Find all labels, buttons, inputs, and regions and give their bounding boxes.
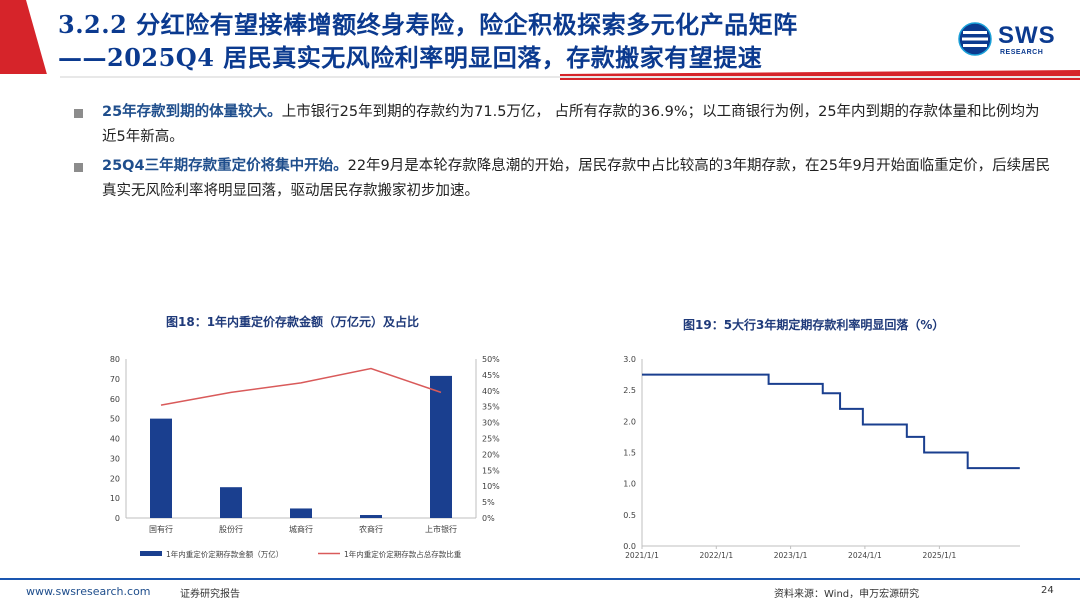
y-tick-label: 70 [110,375,120,384]
bar [150,418,172,518]
bar [290,508,312,518]
bullet-square-icon [74,163,83,172]
sws-logo: SWS RESEARCH [958,18,1058,62]
y-tick-label: 3.0 [623,355,636,364]
legend-bar-swatch [140,551,162,556]
y-tick-label: 10 [110,494,120,503]
x-tick-label: 2022/1/1 [699,551,733,560]
y-tick-label: 0 [115,514,120,523]
step-line-series [642,373,1020,470]
y-right-tick-label: 5% [482,498,495,507]
y-right-tick-label: 35% [482,403,500,412]
x-tick-label: 2021/1/1 [625,551,659,560]
y-tick-label: 20 [110,474,120,483]
y-right-tick-label: 25% [482,435,500,444]
y-right-tick-label: 30% [482,419,500,428]
y-tick-label: 0.5 [623,511,636,520]
page-title: 3.2.2 分红险有望接棒增额终身寿险，险企积极探索多元化产品矩阵 [58,10,798,39]
sws-logo-mark-icon [958,22,992,56]
x-tick-label: 国有行 [149,524,173,534]
x-tick-label: 城商行 [289,524,313,534]
page-number: 24 [1041,585,1054,596]
bullet-square-icon [74,109,83,118]
logo-text: SWS [998,22,1056,49]
x-tick-label: 股份行 [219,524,243,534]
x-tick-label: 2023/1/1 [774,551,808,560]
footer-report-label: 证券研究报告 [180,589,240,600]
y-right-tick-label: 0% [482,514,495,523]
x-tick-label: 2025/1/1 [923,551,957,560]
chart-18: 0 10 20 30 40 50 60 70 80 0% 5% 10% 15% 20% 25% 30% 35% 4… [110,355,500,559]
y-right-tick-label: 45% [482,371,500,380]
y-right-tick-label: 15% [482,466,500,475]
line-series [160,367,442,406]
y-tick-label: 1.0 [623,480,636,489]
legend-line-label: 1年内重定价定期存款占总存款比重 [344,549,462,559]
y-right-tick-label: 20% [482,450,500,459]
bullet-text: 22年9月是本轮存款降息潮的开始，居民存款中占比较高的3年期存款，在25年9月开… [102,158,1051,199]
footer-divider [0,578,1080,580]
y-tick-label: 60 [110,395,120,404]
y-tick-label: 2.0 [623,417,636,426]
x-tick-label: 上市银行 [425,524,457,534]
page-subtitle: ——2025Q4 居民真实无风险利率明显回落，存款搬家有望提速 [58,43,763,72]
bar [220,487,242,518]
y-right-tick-label: 50% [482,355,500,364]
bullet-text: 上市银行25年到期的存款约为71.5万亿， 占所有存款的36.9%；以工商银行为… [102,104,1040,145]
legend-bar-label: 1年内重定价定期存款金额（万亿） [166,549,283,559]
bar [360,515,382,518]
y-tick-label: 80 [110,355,120,364]
y-tick-label: 0.0 [623,542,636,551]
header-background [0,0,1080,80]
x-tick-label: 2024/1/1 [848,551,882,560]
chart-18-title: 图18：1年内重定价存款金额（万亿元）及占比 [166,315,420,329]
bullet-item: 25年存款到期的体量较大。上市银行25年到期的存款约为71.5万亿， 占所有存款… [74,100,1054,150]
chart-19-title: 图19：5大行3年期定期存款利率明显回落（%） [683,318,945,332]
bullet-list: 25年存款到期的体量较大。上市银行25年到期的存款约为71.5万亿， 占所有存款… [74,100,1054,208]
bullet-lead: 25年存款到期的体量较大。 [102,104,282,120]
bullet-item: 25Q4三年期存款重定价将集中开始。22年9月是本轮存款降息潮的开始，居民存款中… [74,154,1054,204]
y-right-tick-label: 10% [482,482,500,491]
bullet-lead: 25Q4三年期存款重定价将集中开始。 [102,158,348,174]
y-tick-label: 50 [110,415,120,424]
x-tick-label: 农商行 [359,524,383,534]
y-tick-label: 40 [110,435,120,444]
footer-source: 资料来源：Wind，申万宏源研究 [774,589,920,600]
y-tick-label: 1.5 [623,449,636,458]
bar [430,375,452,518]
y-tick-label: 2.5 [623,386,636,395]
chart-19: 0.0 0.5 1.0 1.5 2.0 2.5 3.0 2021/1/1 2022/1/1 202… [623,355,1020,560]
footer-url-link[interactable]: www.swsresearch.com [26,585,151,598]
y-tick-label: 30 [110,454,120,463]
y-right-tick-label: 40% [482,387,500,396]
logo-subtext: RESEARCH [1000,49,1044,56]
header-band: 3.2.2 分红险有望接棒增额终身寿险，险企积极探索多元化产品矩阵 ——2025… [0,0,1080,80]
